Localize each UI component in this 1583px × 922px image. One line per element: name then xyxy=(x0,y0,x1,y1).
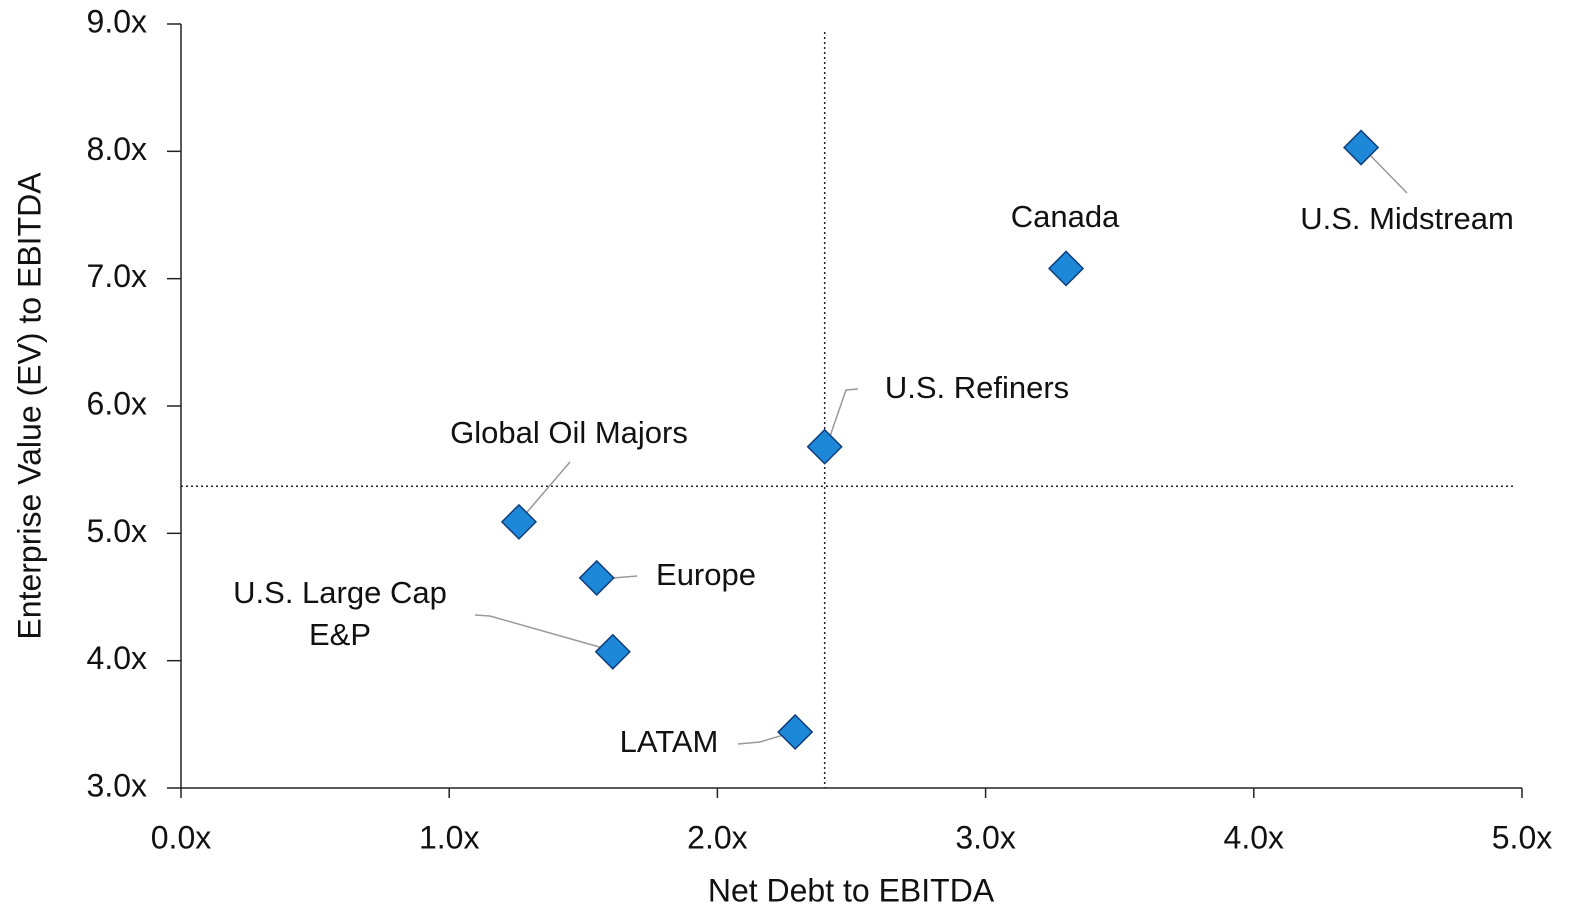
x-axis-title: Net Debt to EBITDA xyxy=(708,872,995,908)
point-label: U.S. Refiners xyxy=(885,370,1069,405)
point xyxy=(1047,250,1085,287)
point xyxy=(806,428,843,465)
x-tick-label: 2.0x xyxy=(687,819,747,855)
point-label: U.S. Large Cap E&P xyxy=(233,575,447,652)
x-tick-label: 0.0x xyxy=(151,819,211,855)
leader-line xyxy=(521,461,571,519)
point-label: Europe xyxy=(656,557,756,592)
point xyxy=(500,503,537,540)
point xyxy=(594,633,631,670)
point xyxy=(1343,129,1380,166)
point xyxy=(777,713,814,751)
y-tick-label: 9.0x xyxy=(87,3,147,39)
x-tick-label: 1.0x xyxy=(419,819,479,855)
y-tick-label: 3.0x xyxy=(87,767,147,803)
y-tick-label: 8.0x xyxy=(87,131,147,167)
point-label: Canada xyxy=(1011,199,1120,234)
leader-line xyxy=(1366,151,1408,194)
point-label: LATAM xyxy=(620,724,719,759)
y-tick-label: 7.0x xyxy=(87,258,147,294)
x-tick-label: 4.0x xyxy=(1224,819,1284,855)
point-label: Global Oil Majors xyxy=(450,415,688,450)
y-axis-title: Enterprise Value (EV) to EBITDA xyxy=(11,172,47,640)
x-tick-label: 3.0x xyxy=(955,819,1015,855)
y-tick-label: 5.0x xyxy=(87,513,147,549)
y-tick-label: 4.0x xyxy=(87,640,147,676)
leader-line xyxy=(826,388,859,446)
x-tick-label: 5.0x xyxy=(1492,819,1552,855)
point xyxy=(578,559,615,596)
point-label: U.S. Midstream xyxy=(1300,201,1514,236)
leader-line xyxy=(474,614,611,651)
leader-line xyxy=(737,732,791,745)
y-tick-label: 6.0x xyxy=(87,385,147,421)
